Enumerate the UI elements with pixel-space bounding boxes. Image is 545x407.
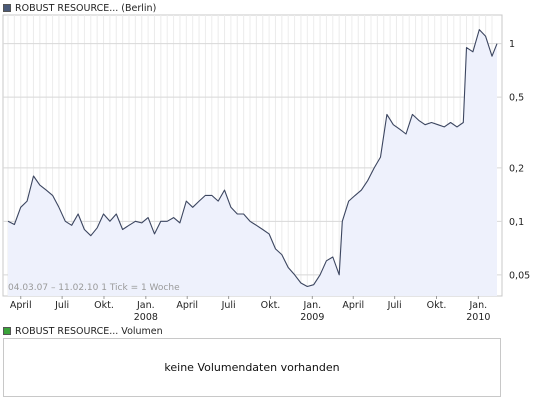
volume-empty-message: keine Volumendaten vorhanden [164,361,340,374]
legend-volume-label: ROBUST RESOURCE... Volumen [15,325,163,337]
x-tick-label: Juli [221,300,236,311]
y-tick-label: 0,1 [509,217,524,228]
x-tick-label: April [342,300,364,311]
x-tick-label: Okt. [94,300,114,311]
x-tick-label: Okt. [261,300,281,311]
x-tick-label: Jan. [136,300,155,311]
legend-price-label: ROBUST RESOURCE... (Berlin) [15,2,157,14]
y-tick-label: 1 [509,39,515,50]
x-year-label: 2008 [134,312,158,323]
legend-volume-swatch [3,327,11,335]
y-tick-label: 0,5 [509,93,524,104]
price-line [7,29,498,288]
legend-volume: ROBUST RESOURCE... Volumen [3,324,163,338]
range-info: 04.03.07 – 11.02.10 1 Tick = 1 Woche [8,283,180,293]
x-tick-label: Juli [54,300,69,311]
x-year-label: 2009 [300,312,324,323]
legend-price-swatch [3,4,11,12]
y-tick-label: 0,05 [509,270,530,281]
x-tick-label: Jan. [302,300,321,311]
volume-panel: keine Volumendaten vorhanden [3,338,501,397]
x-tick-label: April [176,300,198,311]
x-year-label: 2010 [466,312,490,323]
x-tick-label: Jan. [469,300,488,311]
x-tick-label: April [10,300,32,311]
price-chart: 1 0,5 0,2 0,1 0,05 04.03.07 – 11.02.10 1 Tick… [2,14,530,323]
x-tick-label: Okt. [427,300,447,311]
legend-price: ROBUST RESOURCE... (Berlin) [3,1,156,15]
price-area [8,29,497,296]
y-tick-label: 0,2 [509,163,524,174]
x-tick-label: Juli [387,300,402,311]
